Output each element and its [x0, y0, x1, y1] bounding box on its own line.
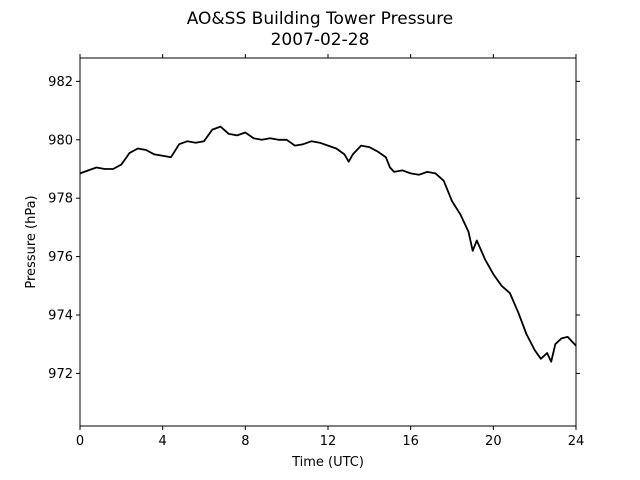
y-tick-label: 972	[48, 367, 73, 382]
pressure-series-line	[79, 125, 577, 363]
x-tick-label: 12	[320, 434, 337, 449]
x-tick-label: 24	[568, 434, 585, 449]
x-tick-label: 4	[159, 434, 167, 449]
y-tick-label: 980	[48, 133, 73, 148]
y-tick-label: 978	[48, 192, 73, 207]
x-tick-label: 16	[402, 434, 419, 449]
x-tick-label: 0	[76, 434, 84, 449]
x-tick-label: 8	[241, 434, 249, 449]
chart-subtitle: 2007-02-28	[271, 30, 370, 50]
x-tick-label: 20	[485, 434, 502, 449]
y-axis-label: Pressure (hPa)	[24, 195, 39, 288]
x-axis-label: Time (UTC)	[291, 455, 364, 470]
y-tick-label: 974	[48, 309, 73, 324]
chart-title: AO&SS Building Tower Pressure	[187, 9, 454, 29]
axis-ticks: 0 4 8 12 16 20 24 972 974 976 978 980 982	[48, 54, 584, 449]
plot-frame	[79, 57, 577, 427]
y-tick-label: 976	[48, 250, 73, 265]
y-tick-label: 982	[48, 75, 73, 90]
